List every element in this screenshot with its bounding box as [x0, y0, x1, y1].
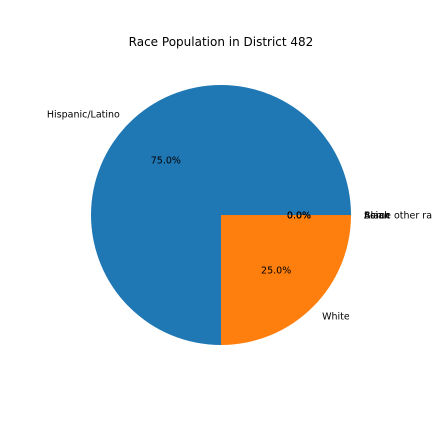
label-white: White — [322, 312, 350, 323]
pie-slices — [91, 85, 351, 345]
pct-label-hispanic-latino: 75.0% — [151, 155, 181, 166]
label-black: Black — [364, 211, 390, 222]
pct-label-asian: 0.0% — [287, 211, 311, 222]
pct-label-some-other-race: 0.0% — [287, 211, 311, 222]
pct-label-white: 25.0% — [261, 266, 291, 277]
pct-label-black: 0.0% — [287, 211, 311, 222]
label-asian: Asian — [364, 211, 390, 222]
label-hispanic-latino: Hispanic/Latino — [47, 109, 120, 120]
chart-title: Race Population in District 482 — [129, 35, 314, 49]
label-some-other-race: Some other race — [364, 211, 432, 222]
slice-white — [221, 215, 351, 345]
